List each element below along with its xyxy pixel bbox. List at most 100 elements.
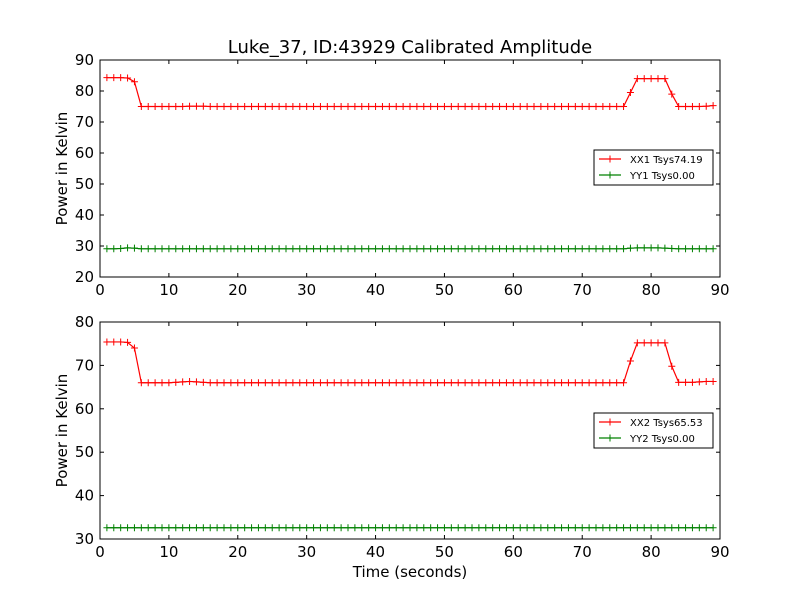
data-point <box>661 339 669 347</box>
data-point <box>220 379 228 387</box>
data-point <box>489 379 497 387</box>
data-point <box>558 103 566 110</box>
data-point <box>406 524 414 532</box>
legend: XX2 Tsys65.53 YY2 Tsys0.00 <box>593 412 714 449</box>
data-point <box>537 245 545 253</box>
data-point <box>447 524 455 532</box>
data-point <box>392 245 400 253</box>
data-point <box>675 378 683 386</box>
data-point <box>289 245 297 253</box>
data-point <box>578 103 586 110</box>
legend-box <box>593 149 714 186</box>
data-point <box>392 379 400 387</box>
data-point <box>165 379 173 387</box>
legend-label: XX1 Tsys74.19 <box>630 155 703 166</box>
data-point <box>268 103 276 110</box>
data-point <box>234 103 242 110</box>
data-point <box>564 103 572 110</box>
data-point <box>241 524 249 532</box>
data-point <box>592 379 600 387</box>
x-tick-label: 60 <box>504 281 523 299</box>
data-point <box>282 245 290 253</box>
data-point <box>564 379 572 387</box>
data-point <box>130 78 138 86</box>
data-point <box>206 379 214 387</box>
data-point <box>592 524 600 532</box>
data-point <box>248 379 256 387</box>
data-point <box>502 103 510 110</box>
y-tick-label: 60 <box>75 400 94 418</box>
data-point <box>330 379 338 387</box>
data-point <box>558 245 566 253</box>
legend-marker <box>606 171 614 179</box>
data-point <box>234 524 242 532</box>
data-point <box>530 245 538 253</box>
data-point <box>124 244 132 252</box>
data-point <box>227 524 235 532</box>
data-point <box>509 524 517 532</box>
data-point <box>158 379 166 387</box>
data-point <box>509 103 517 110</box>
data-point <box>158 524 166 532</box>
data-point <box>172 524 180 532</box>
data-point <box>296 379 304 387</box>
y-tick-label: 30 <box>75 237 94 255</box>
data-point <box>427 524 435 532</box>
data-point <box>564 245 572 253</box>
data-point <box>337 103 345 110</box>
y-tick-label: 70 <box>75 356 94 374</box>
y-tick-label: 30 <box>75 530 94 548</box>
data-point <box>702 524 710 532</box>
data-point <box>254 524 262 532</box>
data-point <box>427 379 435 387</box>
data-point <box>372 245 380 253</box>
y-tick-label: 60 <box>75 144 94 162</box>
data-point <box>496 103 504 110</box>
y-tick-label: 70 <box>75 113 94 131</box>
data-point <box>695 378 703 386</box>
data-point <box>620 103 628 110</box>
data-point <box>461 245 469 253</box>
data-point <box>365 245 373 253</box>
data-point <box>392 524 400 532</box>
data-point <box>206 245 214 253</box>
data-point <box>261 379 269 387</box>
data-point <box>151 379 159 387</box>
data-point <box>434 245 442 253</box>
data-point <box>578 379 586 387</box>
x-tick-label: 60 <box>504 543 523 561</box>
data-point <box>378 103 386 110</box>
y-tick-label: 80 <box>75 82 94 100</box>
data-point <box>585 379 593 387</box>
data-point <box>358 379 366 387</box>
data-point <box>502 245 510 253</box>
data-point <box>179 103 187 110</box>
data-point <box>406 103 414 110</box>
data-point <box>330 524 338 532</box>
data-point <box>599 379 607 387</box>
x-tick-label: 80 <box>642 281 661 299</box>
data-point <box>110 74 118 82</box>
x-tick-label: 30 <box>297 281 316 299</box>
data-point <box>303 379 311 387</box>
data-point <box>227 245 235 253</box>
data-point <box>323 103 331 110</box>
data-point <box>358 245 366 253</box>
data-point <box>117 524 125 532</box>
data-point <box>213 379 221 387</box>
legend-box <box>593 412 714 449</box>
data-point <box>310 524 318 532</box>
data-point <box>420 245 428 253</box>
data-point <box>434 103 442 110</box>
data-point <box>413 245 421 253</box>
data-point <box>303 524 311 532</box>
data-point <box>282 524 290 532</box>
data-point <box>530 524 538 532</box>
data-point <box>509 379 517 387</box>
data-point <box>571 379 579 387</box>
data-point <box>682 103 690 110</box>
data-point <box>151 103 159 110</box>
x-tick-label: 80 <box>642 543 661 561</box>
data-point <box>399 103 407 110</box>
data-point <box>509 245 517 253</box>
